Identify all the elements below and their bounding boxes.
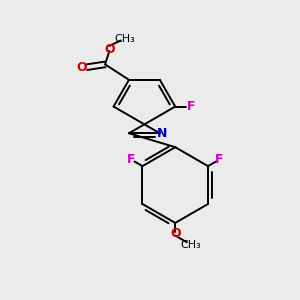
Text: CH₃: CH₃	[114, 34, 135, 44]
Text: CH₃: CH₃	[180, 239, 201, 250]
Text: F: F	[215, 153, 223, 166]
Text: O: O	[170, 227, 181, 240]
Text: F: F	[127, 153, 136, 166]
Text: O: O	[76, 61, 87, 74]
Text: F: F	[186, 100, 195, 113]
Text: O: O	[104, 43, 115, 56]
Text: N: N	[157, 127, 167, 140]
